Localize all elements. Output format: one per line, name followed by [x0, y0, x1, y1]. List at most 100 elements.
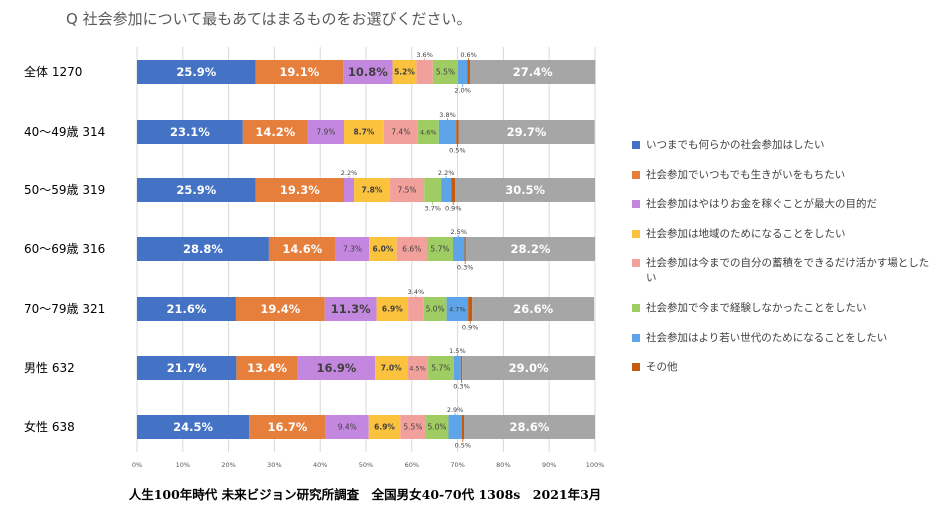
bar-segment — [137, 178, 256, 202]
bar-segment — [472, 297, 595, 321]
bar-segment — [461, 415, 465, 439]
chart-title: Q 社会参加について最もあてはまるものをお選びください。 — [66, 10, 472, 28]
bar-segment — [427, 356, 454, 380]
data-label: 7.3% — [343, 245, 362, 254]
data-label: 28.2% — [510, 242, 550, 256]
category-label: 50～59歳 319 — [24, 183, 105, 197]
data-label: 26.6% — [513, 302, 553, 316]
legend-label: 社会参加は今までの自分の蓄積をできるだけ活かす場としたい — [646, 257, 930, 284]
legend-swatch — [632, 259, 640, 267]
data-label: 4.6% — [420, 128, 437, 136]
data-label: 27.4% — [513, 65, 553, 79]
legend-swatch — [632, 333, 640, 342]
data-label: 4.7% — [449, 305, 466, 313]
legend-label: 社会参加は地域のためになることをしたい — [646, 227, 846, 240]
bar-segment — [460, 356, 463, 380]
data-label: 8.7% — [354, 128, 375, 137]
data-label: 6.9% — [382, 305, 403, 314]
data-label: 9.4% — [338, 423, 357, 432]
data-label: 5.5% — [403, 423, 422, 432]
data-label: 0.6% — [460, 51, 477, 59]
legend-swatch — [632, 141, 640, 149]
legend-item: 社会参加はやはりお金を稼ぐことが最大の目的だ — [632, 197, 937, 227]
data-label: 0.3% — [457, 264, 474, 272]
data-label: 29.7% — [507, 125, 547, 139]
data-label: 25.9% — [176, 65, 216, 79]
data-label: 0.9% — [462, 324, 479, 332]
bar-segment — [307, 120, 345, 144]
bar-segment — [343, 60, 393, 84]
data-label: 16.7% — [267, 420, 307, 434]
bar-segment — [396, 237, 427, 261]
bar-segment — [441, 178, 452, 202]
data-label: 5.0% — [427, 423, 446, 432]
legend-swatch — [632, 170, 640, 179]
x-tick-label: 90% — [542, 461, 556, 469]
data-label: 7.8% — [362, 186, 383, 195]
bar-segment — [448, 415, 462, 439]
bar-segment — [376, 297, 409, 321]
bar-segment — [417, 120, 439, 144]
data-label: 3.4% — [408, 288, 425, 296]
data-label: 3.6% — [416, 51, 433, 59]
bar-segment — [325, 415, 369, 439]
data-label: 16.9% — [317, 361, 357, 375]
legend-label: 社会参加で今まで経験しなかったことをしたい — [646, 302, 867, 314]
bar-segment — [137, 415, 250, 439]
data-label: 0.9% — [445, 205, 462, 213]
legend-item: いつまでも何らかの社会参加はしたい — [632, 138, 937, 168]
bar-segment — [425, 415, 449, 439]
legend-item: 社会参加でいつもでも生きがいをもちたい — [632, 168, 937, 198]
bar-segment — [432, 60, 459, 84]
data-label: 6.6% — [402, 245, 421, 254]
legend: いつまでも何らかの社会参加はしたい 社会参加でいつもでも生きがいをもちたい 社会参加… — [632, 138, 937, 390]
bar-segment — [324, 297, 377, 321]
bar-segment — [344, 178, 355, 202]
bar-segment — [389, 178, 425, 202]
data-label: 19.1% — [279, 65, 319, 79]
data-label: 7.9% — [316, 128, 335, 137]
data-label: 5.7% — [431, 364, 450, 373]
bar-segment — [137, 60, 256, 84]
data-label: 4.5% — [409, 364, 426, 372]
legend-swatch — [632, 363, 640, 371]
data-label: 30.5% — [505, 183, 545, 197]
data-label: 28.6% — [510, 420, 550, 434]
data-label: 2.9% — [447, 406, 464, 414]
bar-segment — [137, 356, 237, 380]
bar-segment — [462, 356, 595, 380]
data-label: 3.8% — [439, 111, 456, 119]
category-label: 全体 1270 — [24, 64, 82, 79]
bar-segment — [268, 237, 336, 261]
bar-segment — [249, 415, 326, 439]
bar-segment — [137, 297, 236, 321]
data-label: 11.3% — [331, 302, 371, 316]
bar-segment — [426, 237, 454, 261]
legend-item: 社会参加は今までの自分の蓄積をできるだけ活かす場としたい — [632, 256, 937, 301]
data-label: 19.4% — [260, 302, 300, 316]
category-label: 40～49歳 314 — [24, 125, 105, 139]
bar-segment — [255, 60, 344, 84]
data-label: 28.8% — [183, 242, 223, 256]
x-tick-label: 0% — [132, 461, 142, 469]
bar-segment — [456, 120, 459, 144]
x-tick-label: 10% — [176, 461, 190, 469]
bar-segment — [335, 237, 370, 261]
data-label: 13.4% — [247, 361, 287, 375]
data-label: 6.0% — [373, 245, 394, 254]
legend-label: 社会参加でいつもでも生きがいをもちたい — [646, 168, 846, 181]
x-tick-label: 80% — [496, 461, 510, 469]
data-label: 19.3% — [280, 183, 320, 197]
bar-segment — [137, 120, 243, 144]
data-label: 14.6% — [282, 242, 322, 256]
bar-segment — [375, 356, 408, 380]
legend-item: 社会参加で今まで経験しなかったことをしたい — [632, 301, 937, 331]
data-label: 29.0% — [509, 361, 549, 375]
data-label: 3.7% — [424, 205, 441, 213]
data-label: 7.5% — [397, 186, 416, 195]
bar-segment — [242, 120, 308, 144]
bar-segment — [424, 178, 442, 202]
data-label: 2.2% — [341, 169, 358, 177]
bar-segment — [255, 178, 345, 202]
legend-swatch — [632, 304, 640, 312]
